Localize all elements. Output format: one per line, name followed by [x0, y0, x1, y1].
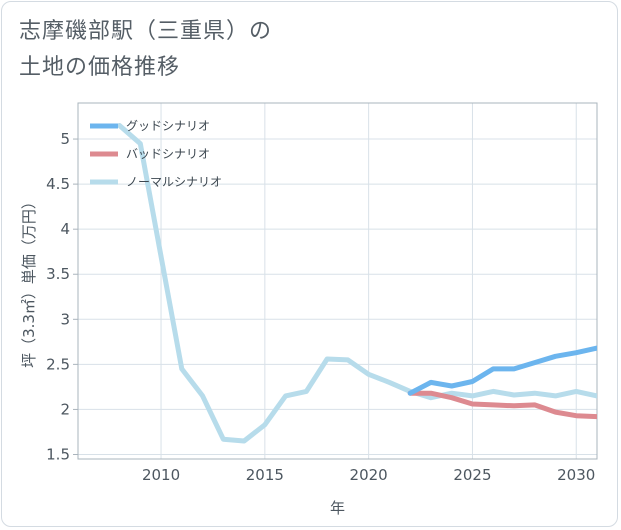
x-tick-label: 2015	[246, 466, 284, 484]
y-tick-label: 4.5	[46, 175, 70, 193]
series-line-1	[407, 390, 597, 420]
legend-label: グッドシナリオ	[126, 119, 210, 133]
x-tick-label: 2030	[557, 466, 595, 484]
series-lines	[117, 123, 597, 444]
legend-label: ノーマルシナリオ	[126, 175, 222, 189]
y-tick-label: 4	[60, 220, 70, 238]
y-tick-label: 3.5	[46, 265, 70, 283]
x-axis-title: 年	[330, 499, 345, 517]
axis-ticks: 2010 2015 2020 2025 2030 1.5 2 2.5 3 3.5 4 4.5 5	[46, 130, 595, 484]
x-tick-label: 2010	[142, 466, 180, 484]
series-line-0	[407, 345, 597, 396]
y-axis-title: 坪（3.3㎡）単価（万円）	[20, 194, 38, 368]
x-tick-label: 2020	[350, 466, 388, 484]
series-line-2	[117, 123, 597, 444]
y-tick-label: 5	[60, 130, 70, 148]
legend-label: バッドシナリオ	[126, 147, 210, 161]
chart-title-line-2: 土地の価格推移	[19, 55, 181, 80]
plot-area	[77, 102, 598, 460]
y-tick-label: 2	[60, 400, 70, 418]
y-tick-label: 3	[60, 310, 70, 328]
chart-title-line-1: 志摩磯部駅（三重県）の	[19, 19, 273, 44]
y-tick-label: 1.5	[46, 445, 70, 463]
y-tick-label: 2.5	[46, 355, 70, 373]
chart-title: 志摩磯部駅（三重県）の 土地の価格推移	[19, 14, 272, 86]
x-tick-label: 2025	[453, 466, 491, 484]
gridlines	[78, 103, 597, 459]
